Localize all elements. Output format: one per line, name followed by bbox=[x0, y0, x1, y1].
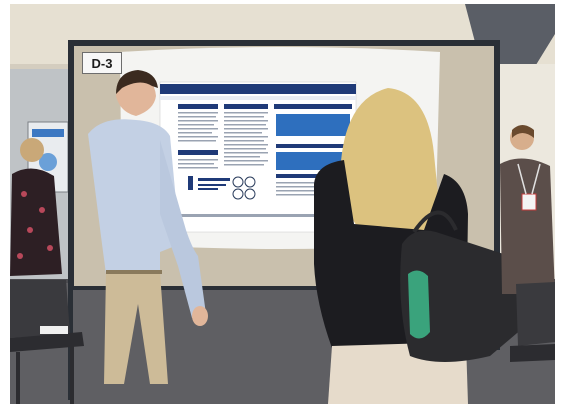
chair-left-seat bbox=[10, 332, 84, 352]
chairs-right bbox=[510, 282, 555, 362]
university-logo-mark bbox=[188, 176, 193, 190]
paper-on-chair bbox=[40, 326, 68, 334]
scene-drawing bbox=[10, 4, 555, 404]
woman-hair bbox=[340, 88, 442, 250]
right-attendee bbox=[500, 125, 555, 294]
handbag-strap bbox=[412, 210, 458, 234]
left-attendee-head bbox=[20, 138, 44, 162]
poster-author-line bbox=[160, 96, 356, 100]
chair-left-back bbox=[10, 280, 70, 338]
poster-figure-icons bbox=[232, 176, 256, 200]
left-attendee bbox=[10, 138, 62, 276]
university-logo-wordmark-3 bbox=[198, 188, 218, 190]
poster-title-banner bbox=[160, 84, 356, 94]
right-attendee-dress bbox=[500, 158, 555, 294]
poster-header-conclusion bbox=[276, 174, 350, 178]
poster-col2-header bbox=[224, 104, 268, 109]
small-poster-graphic bbox=[39, 153, 57, 171]
man-hand bbox=[192, 306, 208, 326]
poster-results-block bbox=[276, 114, 350, 136]
small-poster-header bbox=[32, 129, 64, 137]
conference-badge bbox=[521, 193, 537, 211]
poster-col3-header bbox=[274, 104, 352, 109]
poster-col1-header bbox=[178, 104, 218, 109]
green-bag-item bbox=[408, 270, 430, 339]
man-belt bbox=[106, 270, 162, 274]
university-logo-wordmark bbox=[198, 178, 230, 181]
badge-lanyard bbox=[517, 163, 541, 195]
left-attendee-dress bbox=[10, 168, 62, 276]
man-arm bbox=[160, 140, 206, 318]
woman-viewer bbox=[314, 88, 531, 404]
photo-scene: D-3 1 bbox=[10, 4, 555, 404]
chair-left-leg-2 bbox=[70, 346, 74, 404]
man-hair bbox=[116, 70, 158, 94]
man-viewer bbox=[88, 70, 208, 384]
poster-text-lines bbox=[160, 112, 356, 217]
poster-col1-header-2 bbox=[178, 150, 218, 155]
chair-right-back bbox=[516, 282, 555, 346]
left-attendee-dress-pattern bbox=[17, 191, 53, 259]
chair-left-leg-1 bbox=[16, 352, 20, 404]
black-handbag bbox=[400, 230, 531, 362]
poster-header-results bbox=[276, 144, 350, 148]
man-shirt bbox=[88, 119, 180, 274]
university-logo-wordmark-2 bbox=[198, 184, 226, 186]
chair-right-seat bbox=[510, 344, 555, 362]
chairs-left bbox=[10, 280, 84, 404]
right-attendee-hair bbox=[512, 125, 534, 138]
poster-board-label: D-3 bbox=[82, 52, 122, 74]
man-pants bbox=[104, 272, 168, 384]
